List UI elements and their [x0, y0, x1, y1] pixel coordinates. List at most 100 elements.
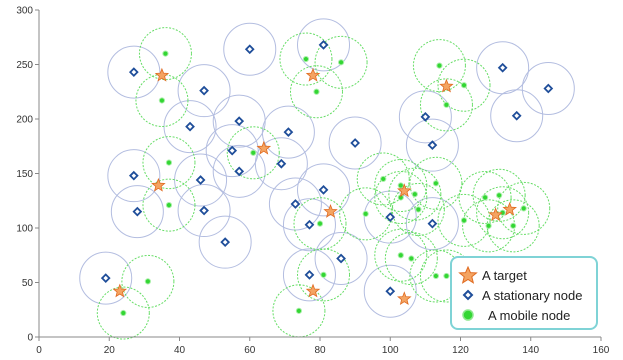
mobile-range-circle — [356, 152, 410, 206]
mobile-range-circle — [419, 78, 473, 132]
y-tick-label: 150 — [16, 169, 33, 180]
stationary-range-circle — [163, 100, 217, 154]
mobile-range-circle — [289, 65, 343, 119]
stationary-range-circle — [110, 185, 164, 239]
target-point — [397, 183, 412, 198]
stationary-node-point — [427, 218, 438, 229]
mobile-range-circle — [135, 73, 189, 127]
legend-item-stationary: A stationary node — [458, 286, 582, 304]
mobile-range-circle — [226, 126, 280, 180]
stationary-range-circle — [177, 64, 231, 118]
mobile-range-circle — [437, 193, 491, 247]
stationary-range-circle — [223, 22, 277, 76]
mobile-range-circle — [272, 284, 326, 338]
mobile-node-point — [496, 192, 503, 199]
mobile-node-point — [380, 175, 387, 183]
stationary-node-point — [304, 219, 315, 230]
stationary-node-point — [318, 40, 329, 50]
mobile-range-circle — [472, 168, 526, 222]
mobile-node-point — [481, 194, 489, 201]
legend-label-stationary: A stationary node — [482, 287, 583, 303]
y-tick-label: 0 — [27, 333, 33, 344]
stationary-range-circle — [107, 149, 161, 203]
stationary-range-circle — [363, 264, 417, 318]
target-point — [112, 283, 128, 298]
stationary-range-circle — [268, 177, 322, 231]
dot-icon — [462, 309, 474, 321]
mobile-range-circle — [96, 286, 150, 340]
mobile-node-point — [144, 278, 151, 285]
stationary-node-point — [318, 184, 329, 195]
stationary-node-point — [244, 44, 255, 55]
mobile-node-point — [162, 50, 169, 57]
stationary-node-point — [385, 212, 396, 222]
mobile-node-point — [432, 272, 440, 280]
stationary-range-circle — [314, 232, 368, 286]
mobile-range-circle — [409, 156, 463, 210]
mobile-range-circle — [476, 186, 530, 240]
stationary-range-circle — [297, 163, 351, 217]
stationary-node-point — [199, 85, 209, 96]
mobile-node-point — [510, 222, 517, 229]
mobile-range-circle — [458, 170, 512, 224]
mobile-node-point — [408, 255, 415, 262]
target-point — [397, 291, 412, 305]
y-tick-label: 100 — [16, 224, 33, 235]
mobile-range-circle — [138, 27, 192, 81]
mobile-range-circle — [374, 170, 428, 224]
stationary-node-point — [100, 273, 111, 284]
x-tick-label: 60 — [244, 345, 256, 356]
stationary-node-point — [385, 286, 396, 297]
legend-item-target: A target — [458, 266, 527, 284]
stationary-range-circle — [198, 215, 252, 269]
mobile-node-point — [165, 202, 173, 209]
mobile-node-point — [302, 55, 310, 63]
mobile-range-circle — [314, 35, 368, 89]
mobile-range-circle — [293, 197, 347, 251]
target-point — [154, 67, 170, 82]
stationary-range-circle — [297, 18, 351, 72]
mobile-range-circle — [437, 58, 491, 112]
stationary-range-circle — [521, 61, 575, 115]
mobile-node-point — [443, 272, 450, 280]
stationary-range-circle — [107, 45, 161, 99]
x-tick-label: 20 — [104, 345, 116, 356]
target-point — [256, 140, 272, 155]
y-tick-label: 50 — [22, 278, 34, 289]
mobile-node-point — [460, 82, 468, 89]
mobile-node-point — [520, 205, 527, 212]
stationary-range-circle — [405, 118, 459, 172]
stationary-node-point — [283, 127, 294, 137]
mobile-range-circle — [374, 228, 428, 282]
mobile-node-point — [158, 97, 166, 104]
mobile-node-point — [411, 191, 418, 198]
stationary-range-circle — [490, 89, 544, 143]
legend-item-mobile: A mobile node — [458, 306, 570, 324]
mobile-node-point — [397, 252, 404, 259]
diamond-icon — [462, 289, 474, 301]
mobile-node-point — [250, 149, 257, 156]
x-tick-label: 160 — [593, 345, 610, 356]
mobile-node-point — [432, 180, 440, 187]
stationary-node-point — [543, 83, 554, 94]
mobile-node-point — [460, 217, 468, 224]
mobile-node-point — [120, 309, 127, 317]
stationary-node-point — [185, 121, 195, 132]
x-tick-label: 100 — [382, 345, 399, 356]
x-tick-label: 140 — [522, 345, 539, 356]
stationary-range-circle — [282, 248, 336, 302]
stationary-range-circle — [363, 190, 417, 244]
target-point — [305, 283, 321, 298]
mobile-range-circle — [297, 248, 351, 302]
range-circles — [79, 18, 575, 340]
stationary-range-circle — [254, 137, 308, 191]
stationary-range-circle — [261, 105, 315, 159]
mobile-range-circle — [279, 32, 333, 86]
x-tick-label: 80 — [314, 345, 326, 356]
data-marks — [100, 40, 554, 317]
stationary-node-point — [427, 140, 438, 151]
x-tick-label: 120 — [452, 345, 469, 356]
target-point — [502, 201, 517, 216]
